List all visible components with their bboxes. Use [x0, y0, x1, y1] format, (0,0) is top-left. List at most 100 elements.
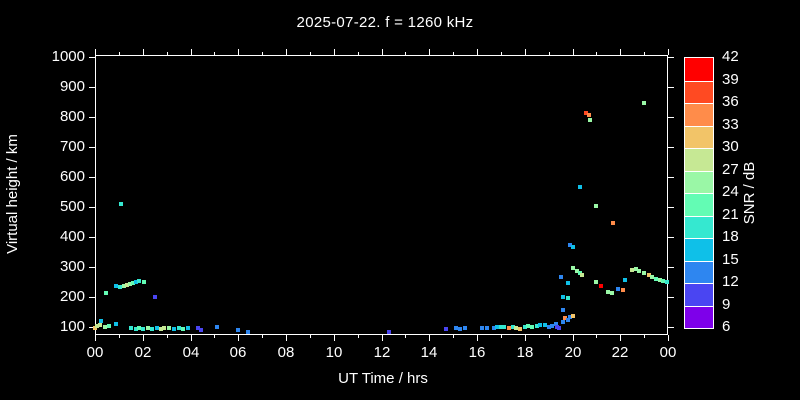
- data-point: [594, 204, 598, 208]
- colorbar-tick-label: 33: [722, 116, 739, 133]
- data-point: [463, 326, 467, 330]
- x-axis-title: UT Time / hrs: [338, 370, 428, 387]
- colorbar-tick-label: 9: [722, 296, 731, 313]
- data-point: [129, 326, 133, 330]
- data-point: [458, 327, 462, 331]
- data-point: [621, 288, 625, 292]
- data-point: [172, 327, 176, 331]
- x-minor-tick: [644, 335, 645, 338]
- x-major-tick-top: [429, 49, 430, 55]
- data-point: [561, 308, 565, 312]
- data-point: [642, 271, 646, 275]
- y-major-tick-right: [668, 297, 674, 298]
- data-point: [578, 185, 582, 189]
- data-point: [122, 284, 126, 288]
- x-minor-tick-top: [549, 52, 550, 55]
- x-major-tick-top: [286, 49, 287, 55]
- data-point: [611, 221, 615, 225]
- colorbar-separator: [685, 148, 713, 149]
- data-point: [599, 284, 603, 288]
- colorbar-segment: [685, 148, 713, 171]
- data-point: [507, 326, 511, 330]
- x-minor-tick-top: [262, 52, 263, 55]
- colorbar-segment: [685, 305, 713, 328]
- data-point: [128, 282, 132, 286]
- data-point: [181, 327, 185, 331]
- x-major-tick-top: [477, 49, 478, 55]
- x-major-tick: [525, 335, 526, 341]
- data-point: [387, 330, 391, 334]
- colorbar-segment: [685, 215, 713, 238]
- data-point: [647, 273, 651, 277]
- data-point: [444, 327, 448, 331]
- data-point: [535, 324, 539, 328]
- data-point: [492, 326, 496, 330]
- data-point: [137, 279, 141, 283]
- data-point: [146, 326, 150, 330]
- plot-area: [95, 55, 668, 335]
- x-minor-tick-top: [453, 52, 454, 55]
- y-major-tick-right: [668, 207, 674, 208]
- colorbar-tick-label: 30: [722, 138, 739, 155]
- data-point: [654, 277, 658, 281]
- colorbar-tick-label: 18: [722, 228, 739, 245]
- data-point: [511, 325, 515, 329]
- data-point: [563, 316, 567, 320]
- y-tick-label: 300: [59, 258, 85, 275]
- y-major-tick: [89, 147, 95, 148]
- x-major-tick: [620, 335, 621, 341]
- colorbar-separator: [685, 170, 713, 172]
- x-major-tick: [286, 335, 287, 341]
- data-point: [630, 268, 634, 272]
- data-point: [543, 323, 547, 327]
- colorbar-tick-label: 24: [722, 183, 739, 200]
- x-minor-tick-top: [167, 52, 168, 55]
- data-point: [661, 279, 665, 283]
- x-tick-label: 22: [611, 344, 629, 361]
- colorbar-separator: [685, 215, 713, 217]
- colorbar-tick-label: 21: [722, 206, 739, 223]
- data-point: [93, 326, 97, 330]
- data-point: [650, 275, 654, 279]
- x-major-tick-top: [95, 49, 96, 55]
- x-major-tick: [238, 335, 239, 341]
- data-point: [104, 291, 108, 295]
- data-point: [196, 326, 200, 330]
- y-tick-label: 800: [59, 108, 85, 125]
- y-major-tick: [89, 297, 95, 298]
- colorbar-tick-label: 15: [722, 251, 739, 268]
- x-major-tick-top: [334, 49, 335, 55]
- x-major-tick-top: [620, 49, 621, 55]
- data-point: [199, 328, 203, 332]
- x-tick-label: 18: [516, 344, 534, 361]
- x-minor-tick: [453, 335, 454, 338]
- x-minor-tick-top: [644, 52, 645, 55]
- data-point: [454, 326, 458, 330]
- x-minor-tick: [262, 335, 263, 338]
- y-major-tick: [89, 267, 95, 268]
- y-major-tick: [89, 117, 95, 118]
- x-minor-tick: [310, 335, 311, 338]
- data-point: [580, 273, 584, 277]
- colorbar-tick-label: 27: [722, 161, 739, 178]
- x-tick-label: 16: [468, 344, 486, 361]
- data-point: [485, 326, 489, 330]
- colorbar-title: SNR / dB: [741, 161, 758, 225]
- data-point: [571, 314, 575, 318]
- x-minor-tick-top: [310, 52, 311, 55]
- colorbar-separator: [685, 125, 713, 127]
- x-major-tick: [382, 335, 383, 341]
- y-major-tick-right: [668, 57, 674, 58]
- colorbar-segment: [685, 125, 713, 148]
- y-major-tick: [89, 87, 95, 88]
- data-point: [568, 243, 572, 247]
- x-minor-tick: [119, 335, 120, 338]
- x-major-tick: [191, 335, 192, 341]
- x-minor-tick: [405, 335, 406, 338]
- data-point: [557, 326, 561, 330]
- data-point: [566, 318, 570, 322]
- data-point: [587, 113, 591, 117]
- y-major-tick-right: [668, 87, 674, 88]
- data-point: [530, 325, 534, 329]
- data-point: [167, 326, 171, 330]
